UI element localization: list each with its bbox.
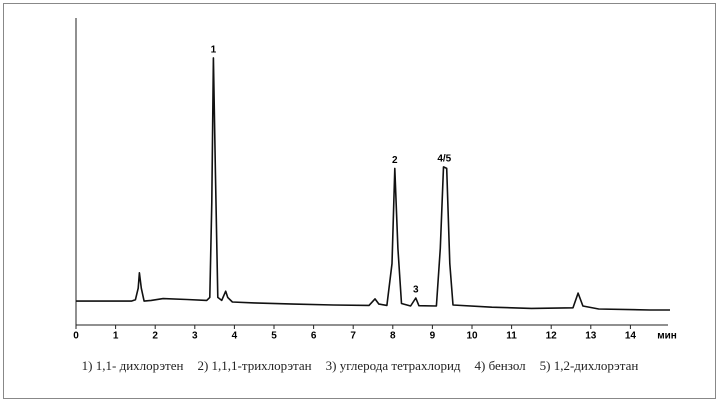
x-tick-label: 8 bbox=[390, 331, 396, 342]
caption-item: 2) 1,1,1-трихлорэтан bbox=[197, 358, 312, 373]
peak-label: 1 bbox=[211, 45, 217, 56]
x-tick-label: 1 bbox=[113, 331, 119, 342]
x-axis-label: мин bbox=[657, 331, 677, 342]
x-tick-label: 5 bbox=[271, 331, 277, 342]
x-tick-label: 0 bbox=[73, 331, 79, 342]
caption: 1) 1,1- дихлорэтен 2) 1,1,1-трихлорэтан 3)… bbox=[0, 358, 720, 374]
caption-item: 3) углерода тетрахлорид bbox=[325, 358, 461, 373]
x-tick-label: 10 bbox=[466, 331, 478, 342]
caption-item: 5) 1,2-дихлорэтан bbox=[539, 358, 639, 373]
caption-item: 1) 1,1- дихлорэтен bbox=[81, 358, 184, 373]
caption-item: 4) бензол bbox=[474, 358, 526, 373]
peak-label: 2 bbox=[392, 155, 398, 166]
x-tick-label: 4 bbox=[232, 331, 238, 342]
peak-label: 3 bbox=[413, 285, 419, 296]
peak-label: 4/5 bbox=[437, 154, 451, 165]
x-tick-label: 12 bbox=[546, 331, 558, 342]
x-tick-label: 3 bbox=[192, 331, 198, 342]
x-tick-label: 9 bbox=[430, 331, 436, 342]
chromatogram-line bbox=[76, 57, 670, 311]
x-tick-label: 11 bbox=[506, 331, 517, 342]
x-tick-label: 7 bbox=[350, 331, 356, 342]
x-tick-label: 6 bbox=[311, 331, 317, 342]
frame bbox=[3, 3, 716, 399]
x-tick-label: 13 bbox=[585, 331, 597, 342]
x-tick-label: 2 bbox=[152, 331, 158, 342]
x-tick-label: 14 bbox=[625, 331, 637, 342]
